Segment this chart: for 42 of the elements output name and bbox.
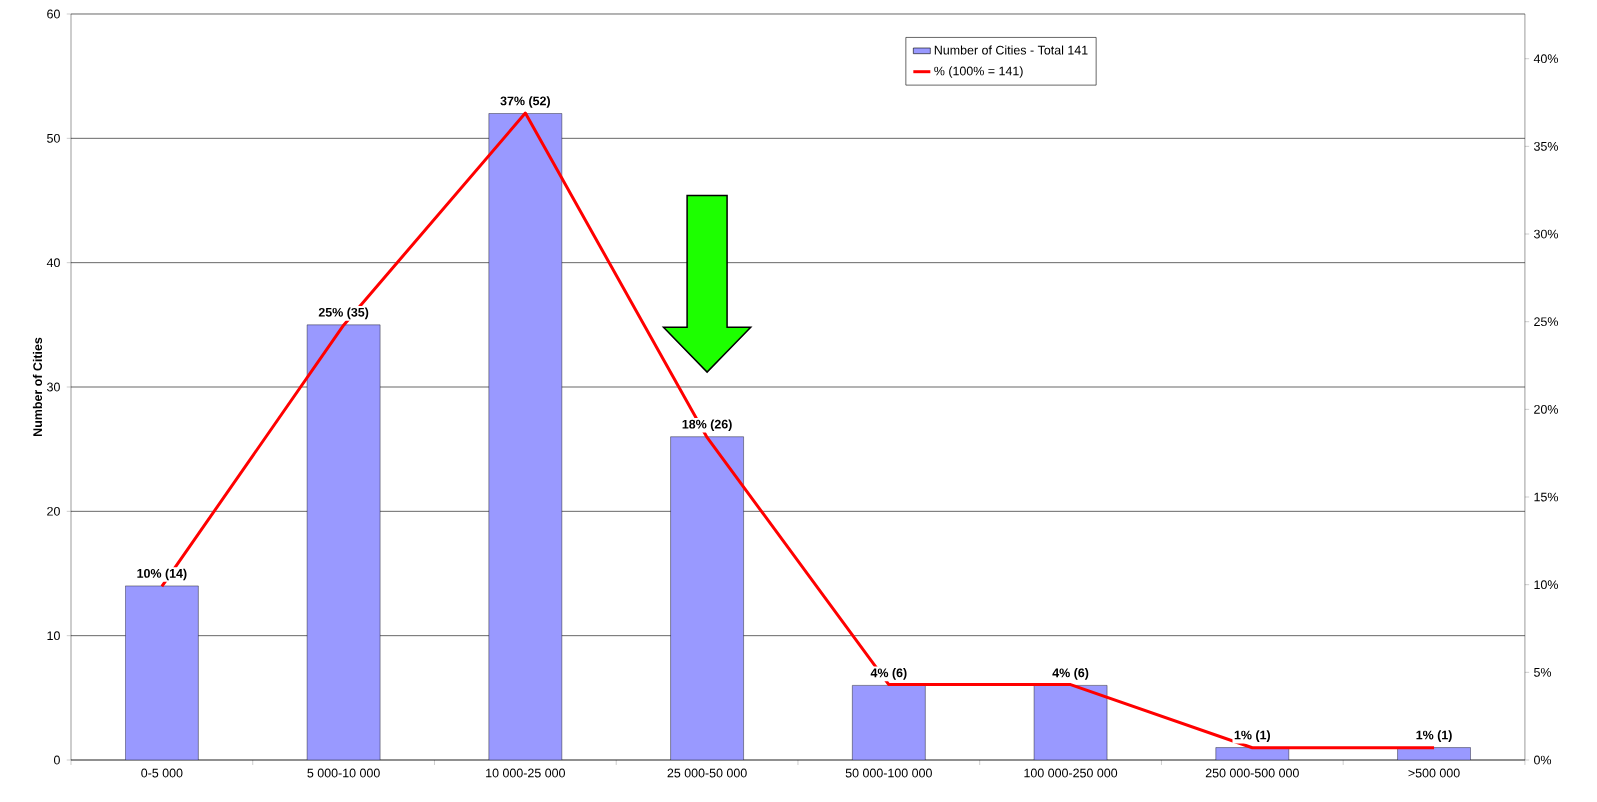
y2-tick-label: 10% [1534,580,1558,590]
y2-tick-label: 30% [1533,229,1558,239]
bar [306,324,381,760]
y-tick-label: 0 [53,755,60,765]
data-label: 10% (14) [137,568,187,581]
data-label: 37% (52) [500,96,550,108]
y2-tick-label: 35% [1533,141,1558,151]
y-tick-label: 50 [47,133,60,143]
line-series [160,111,1436,750]
data-label: 4% (6) [1052,668,1089,680]
x-tick-label: >500 000 [1408,768,1460,778]
y2-tick-label: 0% [1534,755,1552,765]
x-tick-label: 25 000-50 000 [667,768,747,778]
bar [670,436,744,760]
y2-tick-label: 25% [1534,317,1558,327]
data-label: 25% (35) [318,307,369,320]
bar [1033,685,1108,760]
y2-tick-label: 5% [1534,667,1552,677]
bar [125,585,199,760]
y2-tick-label: 20% [1534,404,1558,414]
y-tick-label: 60 [47,9,60,19]
y2-tick-label: 40% [1533,54,1558,64]
legend-label: Number of Cities - Total 141 [934,45,1088,55]
bar [852,685,926,760]
x-tick-label: 100 000-250 000 [1024,768,1118,778]
y-tick-label: 10 [47,631,60,641]
data-label: 4% (6) [870,668,907,680]
y2-tick-label: 15% [1534,492,1558,502]
x-tick-label: 50 000-100 000 [845,768,932,778]
x-tick-label: 0-5 000 [141,768,183,778]
data-label: 1% (1) [1234,730,1271,742]
x-tick-label: 5 000-10 000 [307,768,380,778]
data-label: 1% (1) [1416,730,1452,742]
data-label: 18% (26) [682,419,732,432]
y-axis-title: Number of Cities [32,337,43,436]
x-tick-label: 10 000-25 000 [486,768,565,778]
y-tick-label: 40 [46,258,60,268]
y-tick-label: 20 [47,506,60,516]
legend-label: % (100% = 141) [934,66,1023,78]
bar [488,113,563,760]
y-tick-label: 30 [47,382,60,392]
x-tick-label: 250 000-500 000 [1205,768,1299,778]
